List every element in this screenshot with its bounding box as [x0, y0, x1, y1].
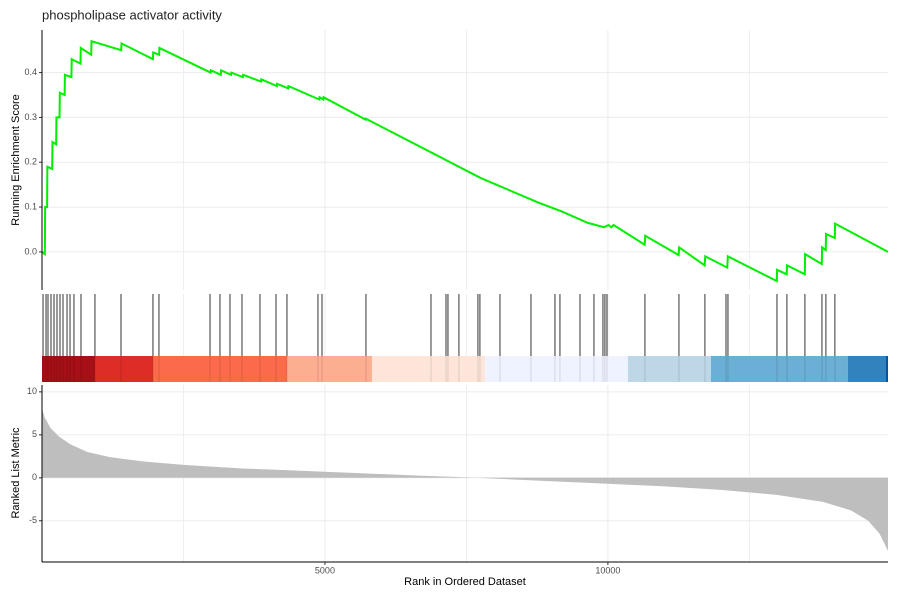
y-tick-label: 0.2 [24, 157, 37, 167]
band-segment [152, 356, 287, 382]
band-segment [847, 356, 887, 382]
chart-title: phospholipase activator activity [42, 7, 222, 22]
y-tick-label: 0.4 [24, 67, 37, 77]
band-segment [710, 356, 848, 382]
y-tick-label: 0.0 [24, 246, 37, 256]
x-axis-label: Rank in Ordered Dataset [404, 576, 526, 588]
band-segment [42, 356, 95, 382]
enrichment-line [41, 39, 889, 283]
y-tick-label: 5 [32, 429, 37, 439]
y-tick-label: 0.3 [24, 112, 37, 122]
band-segment [371, 356, 485, 382]
metric-axis-label: Ranked List Metric [10, 427, 22, 519]
y-axis-label: Running Enrichment Score [10, 94, 22, 225]
band-segment [627, 356, 711, 382]
metric-area [42, 409, 888, 551]
y-tick-label: -5 [29, 515, 37, 525]
x-tick-label: 5000 [315, 565, 335, 575]
y-tick-label: 0.1 [24, 201, 37, 211]
band-segment [484, 356, 628, 382]
band-segment [886, 356, 888, 382]
y-tick-label: 10 [27, 386, 37, 396]
band-segment [94, 356, 153, 382]
x-tick-label: 10000 [595, 565, 620, 575]
band-segment [286, 356, 372, 382]
y-tick-label: 0 [32, 472, 37, 482]
